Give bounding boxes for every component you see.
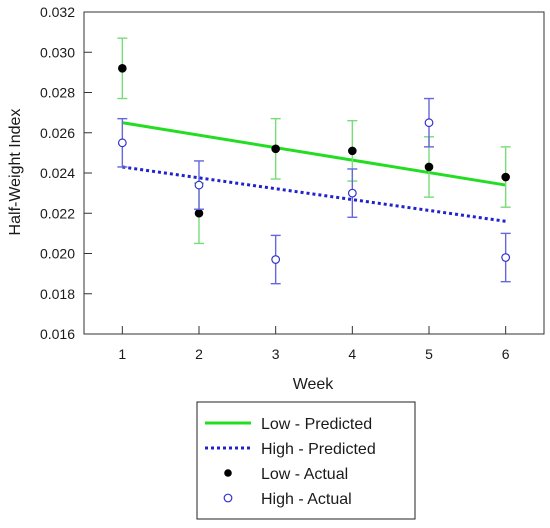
series-line-high-predicted: [122, 165, 506, 223]
marker-open: [117, 138, 127, 148]
legend: Low - Predicted High - Predicted Low - Act…: [196, 401, 416, 520]
x-tick-label: 6: [502, 346, 510, 362]
legend-swatch-marker: [223, 493, 233, 503]
data-point-high-actual: [270, 234, 281, 285]
marker-filled: [348, 146, 357, 156]
legend-item-high-actual: High - Actual: [223, 491, 352, 508]
marker-open: [501, 253, 511, 262]
marker-filled: [424, 162, 434, 172]
x-tick-label: 5: [425, 346, 433, 362]
y-tick-label: 0.030: [40, 44, 75, 60]
plot-layer: 0.016 0.018 0.020 0.022 0.024 0.026 0.028 0.030…: [40, 4, 545, 362]
series-line-low-predicted: [122, 121, 506, 187]
data-point-high-actual: [117, 117, 128, 168]
data-point-high-actual: [424, 97, 434, 148]
data-point-high-actual: [194, 160, 204, 210]
legend-item-high-predicted: High - Predicted: [205, 441, 376, 458]
legend-label: Low - Actual: [261, 466, 348, 483]
data-point-high-actual: [347, 168, 358, 218]
legend-item-low-actual: Low - Actual: [224, 466, 348, 483]
y-tick-label: 0.016: [40, 326, 75, 342]
marker-filled: [501, 172, 510, 182]
y-tick-label: 0.032: [40, 4, 75, 20]
plot-frame: [83, 11, 545, 335]
x-tick-label: 1: [118, 346, 126, 362]
marker-open: [347, 188, 357, 198]
legend-label: High - Predicted: [261, 441, 376, 458]
y-axis-title: Half-Weight Index: [7, 109, 24, 236]
y-tick-label: 0.026: [40, 125, 75, 141]
y-tick-label: 0.022: [40, 205, 75, 221]
marker-filled: [271, 144, 280, 154]
legend-swatch-marker: [224, 469, 232, 477]
data-point-low-actual: [117, 37, 128, 100]
y-tick-label: 0.020: [40, 246, 75, 262]
data-point-low-actual: [500, 146, 511, 208]
x-tick-label: 4: [348, 346, 356, 362]
marker-open: [194, 180, 204, 190]
marker-open: [424, 118, 434, 128]
legend-item-low-predicted: Low - Predicted: [205, 416, 372, 433]
data-point-low-actual: [270, 117, 281, 180]
marker-open: [271, 255, 281, 264]
y-tick-label: 0.024: [40, 165, 75, 181]
x-axis-title: Week: [293, 376, 335, 393]
y-tick-label: 0.018: [40, 286, 75, 302]
y-tick-label: 0.028: [40, 85, 75, 101]
legend-label: Low - Predicted: [261, 416, 372, 433]
data-point-high-actual: [500, 232, 511, 283]
marker-filled: [118, 64, 127, 73]
x-tick-label: 2: [195, 346, 203, 362]
legend-label: High - Actual: [261, 491, 352, 508]
x-tick-label: 3: [272, 346, 280, 362]
marker-filled: [194, 208, 204, 218]
